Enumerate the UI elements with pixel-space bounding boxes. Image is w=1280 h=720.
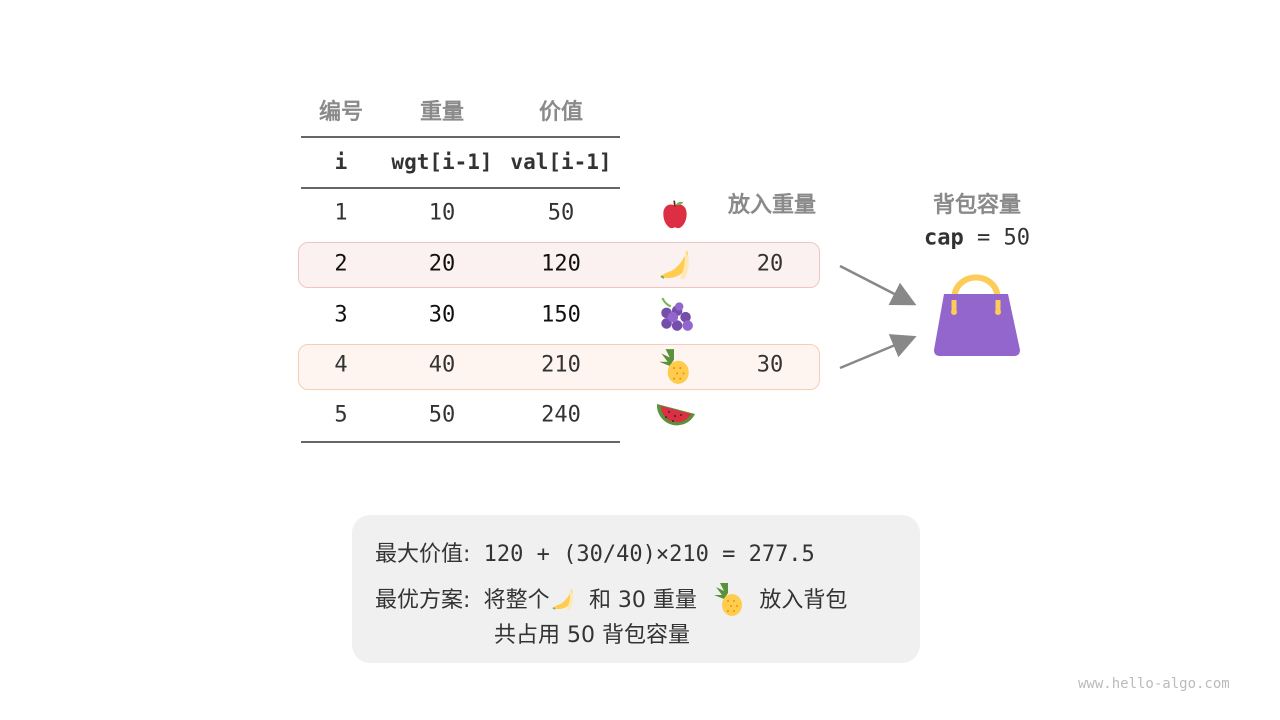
cell-wgt: 40 — [428, 352, 456, 378]
header-value: 价值 — [538, 100, 584, 125]
plan-text-b: 和 30 重量 — [588, 588, 697, 613]
arrow-pineapple — [839, 334, 917, 370]
cell-wgt: 10 — [428, 200, 456, 226]
subheader-val: val[i-1] — [510, 150, 612, 174]
cell-val: 210 — [541, 352, 581, 378]
row-4-highlight — [298, 344, 820, 390]
plan-text-c: 放入背包 — [759, 588, 848, 613]
header-weight: 重量 — [419, 100, 465, 125]
summary-line-2: 最优方案: 将整个 和 30 重量 放入背包 — [375, 582, 847, 619]
cell-put: 30 — [756, 352, 784, 378]
cap-label: cap — [924, 225, 964, 251]
cell-wgt: 30 — [428, 302, 456, 328]
cell-i: 5 — [334, 402, 348, 428]
summary-line-3: 共占用 50 背包容量 — [494, 623, 690, 648]
apple-icon — [663, 200, 687, 229]
summary-box — [352, 515, 920, 663]
table-top-rule — [301, 136, 620, 138]
cell-i: 1 — [334, 200, 348, 226]
subheader-wgt: wgt[i-1] — [391, 150, 493, 174]
best-plan-label: 最优方案: — [375, 588, 471, 613]
knapsack-cap: cap = 50 — [924, 226, 1030, 251]
cell-val: 150 — [541, 302, 581, 328]
cell-put: 20 — [756, 251, 784, 277]
watermelon-icon — [656, 404, 695, 426]
cell-val: 240 — [541, 402, 581, 428]
max-value-formula: 120 + (30/40)×210 = 277.5 — [483, 542, 815, 567]
cell-wgt: 50 — [428, 402, 456, 428]
cell-i: 3 — [334, 302, 348, 328]
table-bottom-rule — [301, 441, 620, 443]
table-mid-rule — [301, 187, 620, 189]
row-2-highlight — [298, 242, 820, 288]
cap-value: = 50 — [963, 225, 1030, 251]
header-id: 编号 — [318, 100, 364, 125]
cell-i: 4 — [334, 352, 348, 378]
banana-icon — [550, 586, 576, 612]
knapsack-title: 背包容量 — [932, 193, 1022, 218]
subheader-i: i — [334, 150, 348, 174]
max-value-label: 最大价值: — [375, 542, 471, 567]
cell-val: 120 — [541, 251, 581, 277]
cell-i: 2 — [334, 251, 348, 277]
cell-wgt: 20 — [428, 251, 456, 277]
arrow-banana — [839, 264, 917, 306]
handbag-icon — [934, 274, 1020, 356]
pineapple-icon — [710, 579, 746, 619]
summary-line-1: 最大价值: 120 + (30/40)×210 = 277.5 — [375, 536, 815, 568]
cell-val: 50 — [547, 200, 575, 226]
grapes-icon — [661, 297, 693, 331]
footer-watermark: www.hello-algo.com — [1078, 676, 1230, 692]
plan-text-a: 将整个 — [483, 588, 550, 613]
put-weight-header: 放入重量 — [727, 193, 817, 218]
